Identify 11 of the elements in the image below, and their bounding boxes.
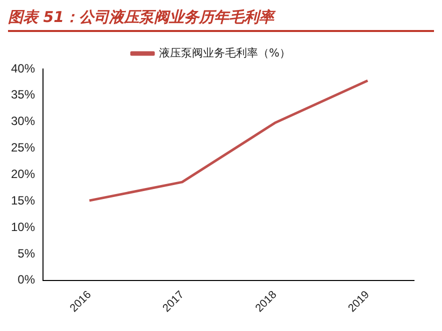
y-tick-label: 5%	[18, 246, 36, 260]
y-tick-label: 30%	[10, 114, 36, 128]
y-tick-label: 25%	[10, 140, 36, 155]
y-tick-label: 15%	[10, 193, 36, 208]
y-tick-label: 35%	[10, 88, 36, 102]
y-tick-label: 0%	[18, 272, 36, 287]
legend-label: 液压泵阀业务毛利率（%）	[159, 46, 290, 60]
y-tick-label: 40%	[10, 61, 36, 76]
chart-title: 图表 51：公司液压泵阀业务历年毛利率	[8, 8, 434, 32]
y-tick-label: 20%	[10, 166, 36, 181]
y-tick-label: 10%	[10, 220, 36, 234]
